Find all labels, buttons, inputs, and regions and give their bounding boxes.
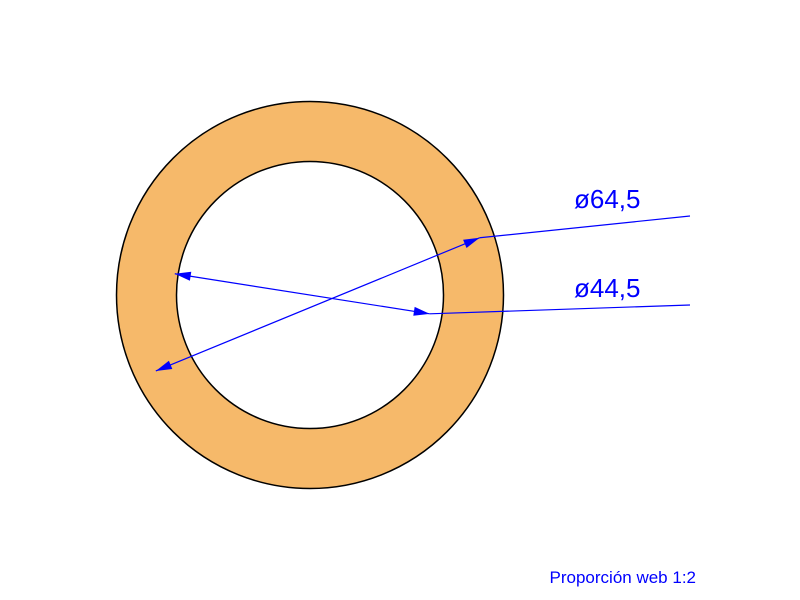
- inner-diameter-label: ø44,5: [574, 273, 641, 303]
- scale-footer: Proporción web 1:2: [550, 568, 696, 587]
- outer-diameter-label: ø64,5: [574, 184, 641, 214]
- inner-diameter-dimension: ø44,5: [175, 272, 690, 316]
- outer-dim-leader: [480, 216, 690, 238]
- inner-dim-arrow-right: [413, 307, 430, 316]
- inner-dim-chord: [175, 274, 430, 314]
